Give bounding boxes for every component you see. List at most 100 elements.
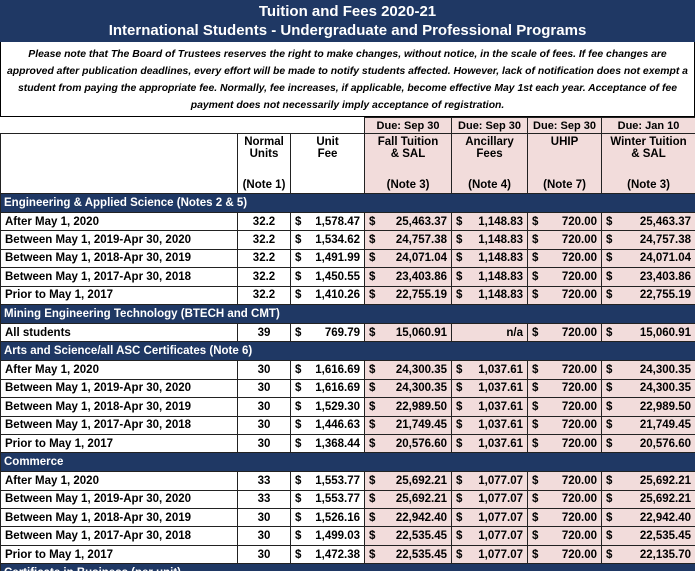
fee-cell: $1,037.61 (451, 378, 529, 399)
amount: 21,749.45 (395, 419, 448, 432)
due-date: Due: Sep 30 (527, 117, 603, 134)
amount: 25,692.21 (639, 493, 692, 506)
units-cell: 30 (237, 415, 291, 435)
data-row: Between May 1, 2018-Apr 30, 2019 32.2 $1,4… (0, 248, 695, 269)
fee-cell: $25,463.37 (364, 211, 453, 232)
header-box: Unit Fee (293, 136, 362, 191)
data-row: Between May 1, 2017-Apr 30, 2018 30 $1,499… (0, 526, 695, 546)
data-row: Between May 1, 2018-Apr 30, 2019 30 $1,529… (0, 397, 695, 417)
amount: 1,450.55 (315, 270, 361, 283)
fee-cell: $1,529.30 (289, 397, 366, 417)
amount: 1,148.83 (478, 252, 524, 265)
amount: 1,077.07 (478, 511, 524, 524)
fee-cell: $1,410.26 (289, 285, 366, 305)
section-row: Commerce (0, 452, 695, 473)
amount: 20,576.60 (395, 437, 448, 450)
currency: $ (532, 419, 539, 432)
due-row: Due: Sep 30 Due: Sep 30 Due: Sep 30 Due: Ja… (0, 117, 695, 134)
header-note: (Note 3) (386, 179, 430, 191)
money-box: $25,692.21 (369, 493, 447, 505)
money-box: $720.00 (532, 401, 597, 413)
currency: $ (606, 493, 613, 506)
currency: $ (532, 382, 539, 395)
money-box: $720.00 (532, 475, 597, 487)
data-row: Between May 1, 2019-Apr 30, 2020 32.2 $1,5… (0, 230, 695, 250)
row-label: Between May 1, 2017-Apr 30, 2018 (0, 415, 238, 435)
fee-cell: $720.00 (527, 267, 603, 287)
money-box: $22,535.45 (369, 549, 447, 561)
row-label: Prior to May 1, 2017 (0, 285, 238, 305)
section-row: Mining Engineering Technology (BTECH and… (0, 303, 695, 324)
money-box: $1,368.44 (295, 438, 360, 450)
amount: 22,535.45 (395, 548, 448, 561)
fee-cell: $1,148.83 (451, 285, 529, 305)
amount: 720.00 (561, 326, 598, 339)
header-line: & SAL (631, 148, 666, 160)
money-box: $23,403.86 (369, 271, 447, 283)
fee-cell: $720.00 (527, 285, 603, 305)
data-row: After May 1, 2020 32.2 $1,578.47 $25,463.37… (0, 211, 695, 232)
amount: 720.00 (561, 270, 598, 283)
money-box: $20,576.60 (369, 438, 447, 450)
currency: $ (369, 270, 376, 283)
amount: 1,037.61 (478, 364, 524, 377)
row-label: Between May 1, 2017-Apr 30, 2018 (0, 267, 238, 287)
column-header: Fall Tuition & SAL (Note 3) (364, 133, 453, 194)
currency: $ (369, 326, 376, 339)
fee-cell: $720.00 (527, 322, 603, 343)
units-cell: 32.2 (237, 230, 291, 250)
money-box: $1,037.61 (456, 364, 523, 376)
fee-cell: $1,037.61 (451, 360, 529, 380)
fee-cell: $15,060.91 (601, 322, 695, 343)
money-box: $24,071.04 (606, 252, 691, 264)
amount: 1,472.38 (315, 548, 361, 561)
row-label: Between May 1, 2018-Apr 30, 2019 (0, 508, 238, 528)
money-box: $720.00 (532, 234, 597, 246)
fee-cell: $25,692.21 (601, 489, 695, 510)
amount: 1,553.77 (315, 474, 361, 487)
money-box: $1,526.16 (295, 512, 360, 524)
money-box: $1,148.83 (456, 252, 523, 264)
currency: $ (369, 252, 376, 265)
fee-cell: $1,077.07 (451, 508, 529, 528)
currency: $ (606, 548, 613, 561)
currency: $ (606, 382, 613, 395)
amount: 720.00 (561, 474, 598, 487)
header-line: Units (249, 148, 279, 160)
data-row: Prior to May 1, 2017 32.2 $1,410.26 $22,755… (0, 285, 695, 305)
money-box: $24,757.38 (369, 234, 447, 246)
section-title: Arts and Science/all ASC Certificates (N… (0, 341, 695, 362)
data-row: Between May 1, 2017-Apr 30, 2018 32.2 $1,4… (0, 267, 695, 287)
amount: 24,300.35 (395, 364, 448, 377)
fee-cell: $1,037.61 (451, 433, 529, 454)
section-row: Engineering & Applied Science (Notes 2 &… (0, 193, 695, 213)
data-row: Between May 1, 2019-Apr 30, 2020 30 $1,616… (0, 378, 695, 399)
units-cell: 32.2 (237, 267, 291, 287)
amount: 720.00 (561, 234, 598, 247)
currency: $ (456, 437, 463, 450)
fee-cell: $1,616.69 (289, 360, 366, 380)
money-box: $720.00 (532, 530, 597, 542)
currency: $ (606, 511, 613, 524)
amount: 720.00 (561, 215, 598, 228)
currency: $ (456, 400, 463, 413)
fee-cell: $25,692.21 (364, 489, 453, 510)
currency: $ (532, 437, 539, 450)
amount: 720.00 (561, 252, 598, 265)
currency: $ (295, 252, 302, 265)
fee-cell: $25,692.21 (601, 471, 695, 491)
amount: 1,553.77 (315, 493, 361, 506)
currency: $ (295, 474, 302, 487)
money-box: $720.00 (532, 271, 597, 283)
money-box: $22,755.19 (606, 289, 691, 301)
money-box: $720.00 (532, 289, 597, 301)
header-line: UHIP (550, 136, 579, 148)
section-title: Mining Engineering Technology (BTECH and… (0, 303, 695, 324)
currency: $ (295, 493, 302, 506)
header-line: Unit (316, 136, 339, 148)
currency: $ (295, 382, 302, 395)
amount: 1,037.61 (478, 419, 524, 432)
fee-cell: $1,148.83 (451, 267, 529, 287)
fee-cell: $720.00 (527, 248, 603, 269)
currency: $ (532, 493, 539, 506)
